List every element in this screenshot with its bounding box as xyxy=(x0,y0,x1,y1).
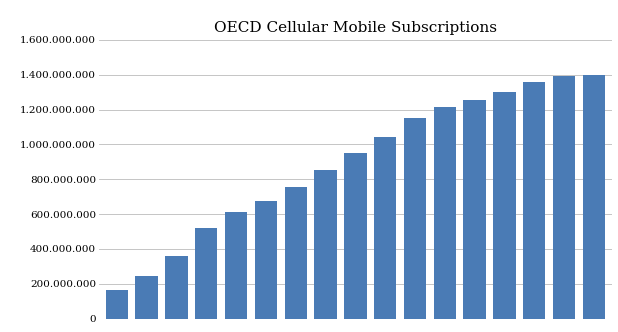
Bar xyxy=(523,82,546,319)
Bar xyxy=(106,290,128,319)
Bar xyxy=(284,187,307,319)
Bar xyxy=(195,228,218,319)
Bar xyxy=(583,75,605,319)
Title: OECD Cellular Mobile Subscriptions: OECD Cellular Mobile Subscriptions xyxy=(214,21,497,35)
Bar xyxy=(225,211,247,319)
Bar xyxy=(404,118,426,319)
Bar xyxy=(165,256,188,319)
Bar xyxy=(255,201,277,319)
Bar xyxy=(344,153,366,319)
Bar xyxy=(464,100,486,319)
Bar xyxy=(553,76,575,319)
Bar xyxy=(135,276,158,319)
Bar xyxy=(434,107,456,319)
Bar xyxy=(374,137,396,319)
Bar xyxy=(315,170,337,319)
Bar xyxy=(493,92,515,319)
